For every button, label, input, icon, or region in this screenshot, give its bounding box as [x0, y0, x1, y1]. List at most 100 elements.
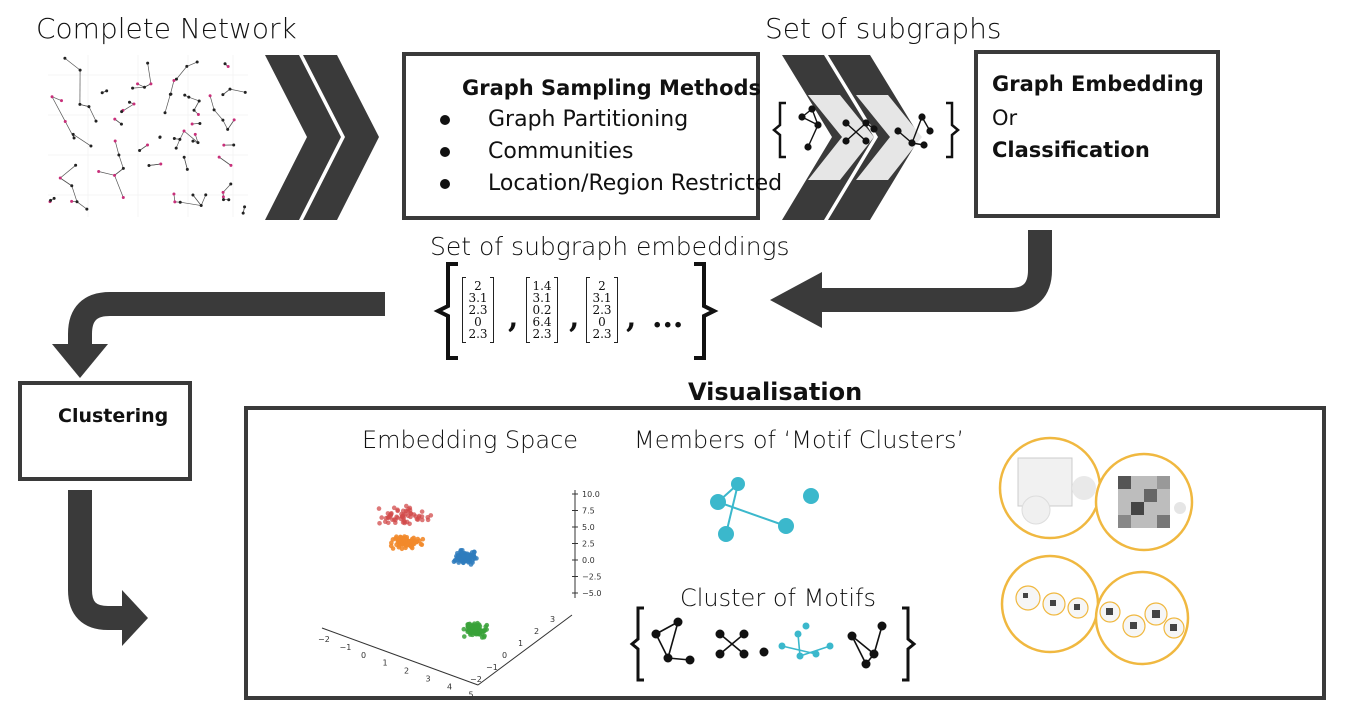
network-node — [178, 200, 182, 204]
curved-arrow-icon — [52, 292, 385, 378]
network-node — [217, 155, 221, 159]
scatter-point — [383, 519, 388, 525]
network-node — [72, 136, 76, 140]
scatter-point — [391, 505, 397, 511]
scatter-point — [401, 512, 406, 517]
scatter-point — [428, 513, 434, 518]
network-node — [221, 93, 225, 97]
embedding-vector: 2 3.1 2.3 0 2.3 — [586, 277, 618, 343]
network-node — [172, 137, 176, 141]
network-node — [52, 196, 56, 200]
embedding-space-scatter: 10.0 7.5 5.0 2.5 0.0 −2.5 −5.0 −2 −1 0 1 2 3 4 5 3 2 1 0… — [318, 490, 601, 699]
cluster-of-motifs-icon — [629, 606, 917, 682]
graph-embedding-label: Graph Embedding — [992, 72, 1204, 96]
network-node — [142, 85, 146, 89]
scatter-point — [383, 515, 389, 521]
x-tick-label: 2 — [404, 667, 409, 676]
network-node — [193, 132, 197, 136]
sampling-item: Communities — [406, 136, 782, 168]
scatter-point — [377, 520, 382, 526]
ellipsis: ... — [652, 300, 684, 335]
motif-cluster-member-icon — [710, 477, 819, 542]
network-node — [63, 56, 67, 60]
scatter-point — [481, 634, 487, 640]
scatter-point — [471, 549, 477, 555]
motif-members-title: Members of ‘Motif Clusters’ — [634, 426, 965, 454]
network-node — [121, 196, 125, 200]
network-node — [226, 65, 230, 69]
scatter-point — [471, 553, 477, 558]
network-node — [232, 118, 236, 122]
sampling-item: Graph Partitioning — [406, 104, 782, 136]
scatter-point — [458, 557, 464, 563]
scatter-point — [402, 537, 408, 542]
network-node — [169, 92, 173, 96]
scatter-point — [465, 554, 470, 560]
network-node — [97, 170, 101, 174]
sampling-item-label: Graph Partitioning — [488, 107, 689, 132]
network-node — [75, 200, 79, 204]
scatter-point — [452, 557, 458, 563]
vector-value: 2.3 — [592, 327, 612, 341]
chevron-arrow-icon — [782, 55, 922, 220]
network-node — [174, 146, 178, 150]
scatter-point — [408, 514, 413, 520]
network-node — [204, 193, 208, 197]
y-tick-label: −1 — [486, 663, 498, 672]
network-node — [113, 139, 117, 143]
scatter-point — [399, 546, 405, 552]
vector-value: 2 — [598, 279, 606, 293]
vector-value: 0.2 — [532, 303, 552, 317]
network-node — [223, 62, 227, 66]
x-tick-label: 0 — [361, 651, 366, 660]
scatter-point — [419, 509, 425, 514]
network-node — [70, 184, 74, 188]
subgraph-embeddings-title: Set of subgraph embeddings — [430, 232, 790, 261]
network-node — [172, 79, 176, 83]
network-node — [158, 135, 162, 139]
network-node — [222, 143, 226, 147]
comma: , — [508, 300, 519, 335]
scatter-point — [395, 507, 400, 513]
network-node — [241, 211, 245, 215]
vector-value: 3.1 — [592, 291, 612, 305]
scatter-point — [484, 627, 489, 632]
z-tick-label: −2.5 — [582, 573, 601, 582]
scatter-point — [466, 624, 471, 630]
x-tick-label: 1 — [383, 659, 388, 668]
bullet-icon — [440, 179, 450, 189]
vector-value: 3.1 — [532, 291, 552, 305]
network-node — [221, 190, 225, 194]
scatter-point — [385, 511, 391, 516]
network-node — [117, 153, 121, 157]
scatter-point — [407, 538, 413, 544]
network-node — [146, 61, 150, 65]
scatter-point — [411, 535, 417, 541]
scatter-point — [459, 550, 465, 556]
network-node — [132, 102, 136, 106]
scatter-point — [417, 538, 422, 544]
y-tick-label: 3 — [550, 615, 555, 624]
sampling-item-label: Location/Region Restricted — [488, 171, 783, 196]
scatter-point — [472, 621, 477, 626]
network-node — [147, 163, 151, 167]
scatter-point — [479, 628, 485, 634]
embedding-vector: 2 3.1 2.3 0 2.3 — [462, 277, 494, 343]
y-tick-label: 1 — [518, 639, 523, 648]
network-node — [131, 86, 135, 90]
network-node — [229, 182, 233, 186]
network-node — [89, 144, 93, 148]
network-node — [192, 108, 196, 112]
network-node — [70, 199, 74, 203]
bullet-icon — [440, 147, 450, 157]
network-node — [119, 122, 123, 126]
scatter-point — [419, 542, 425, 547]
network-node — [74, 163, 78, 167]
complete-network-title: Complete Network — [36, 12, 297, 45]
x-tick-label: 4 — [447, 682, 452, 691]
scatter-point — [419, 517, 425, 523]
sampling-item: Location/Region Restricted — [406, 168, 782, 200]
network-node — [185, 167, 189, 171]
network-node — [113, 173, 117, 177]
scatter-point — [456, 554, 461, 559]
